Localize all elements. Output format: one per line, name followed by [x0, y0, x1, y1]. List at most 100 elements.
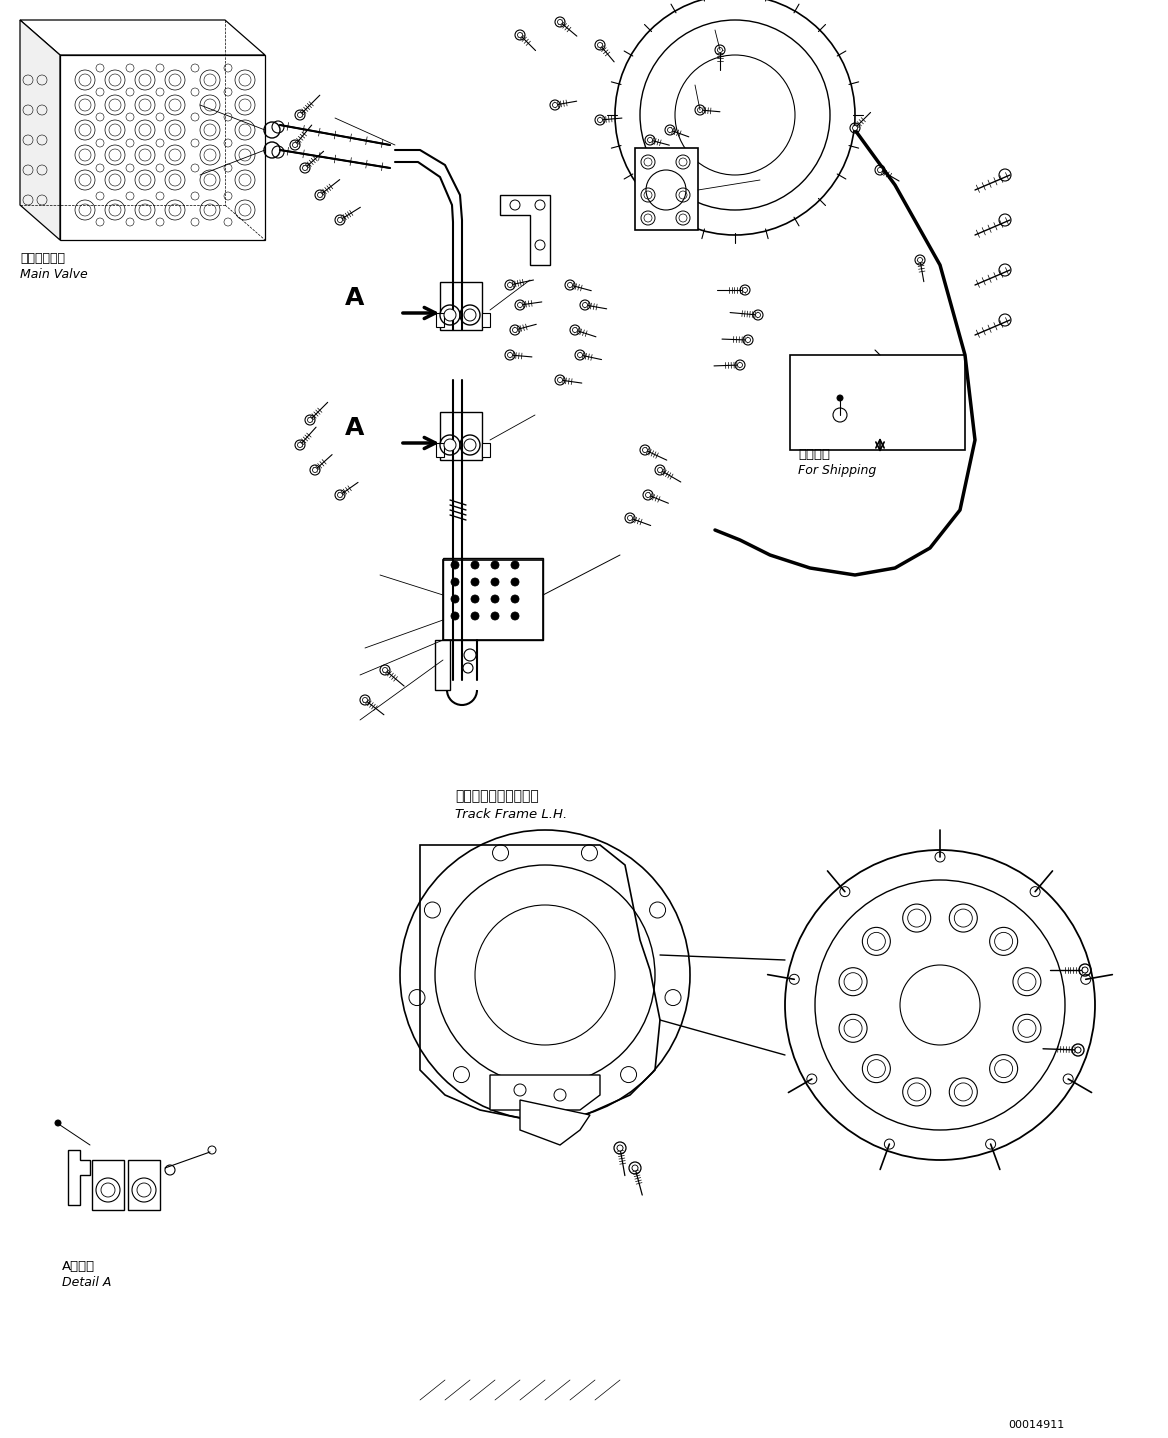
- Circle shape: [513, 328, 517, 332]
- Text: A: A: [345, 286, 364, 311]
- Circle shape: [627, 515, 633, 521]
- Text: Track Frame L.H.: Track Frame L.H.: [456, 808, 568, 821]
- Circle shape: [644, 191, 652, 198]
- Polygon shape: [420, 846, 660, 1120]
- Circle shape: [572, 328, 577, 332]
- Circle shape: [908, 909, 926, 928]
- Circle shape: [338, 492, 342, 498]
- Circle shape: [868, 932, 885, 951]
- Circle shape: [908, 1083, 926, 1102]
- Text: Main Valve: Main Valve: [20, 267, 88, 280]
- Bar: [790, 355, 965, 450]
- Polygon shape: [60, 55, 265, 240]
- Circle shape: [658, 467, 662, 473]
- Bar: [440, 282, 482, 329]
- Circle shape: [644, 158, 652, 165]
- Text: メインバルブ: メインバルブ: [20, 252, 65, 265]
- Circle shape: [491, 578, 499, 587]
- Text: Detail A: Detail A: [62, 1276, 111, 1288]
- Circle shape: [877, 167, 883, 173]
- Circle shape: [313, 467, 318, 473]
- Circle shape: [995, 932, 1013, 951]
- Text: For Shipping: For Shipping: [798, 464, 876, 477]
- Circle shape: [55, 1120, 61, 1126]
- Circle shape: [632, 1165, 638, 1171]
- Circle shape: [745, 338, 751, 342]
- Bar: [443, 559, 543, 640]
- Bar: [436, 443, 444, 457]
- Circle shape: [471, 578, 479, 587]
- Circle shape: [646, 492, 651, 498]
- Circle shape: [642, 447, 647, 453]
- Polygon shape: [491, 1076, 600, 1110]
- Text: A: A: [345, 416, 364, 440]
- Circle shape: [464, 439, 477, 452]
- Circle shape: [508, 282, 513, 288]
- Circle shape: [137, 1183, 151, 1196]
- Polygon shape: [520, 1100, 590, 1145]
- Circle shape: [451, 613, 459, 620]
- Circle shape: [298, 112, 303, 118]
- Circle shape: [444, 309, 456, 321]
- Polygon shape: [434, 640, 450, 690]
- Circle shape: [318, 193, 322, 197]
- Circle shape: [756, 312, 760, 318]
- Circle shape: [837, 395, 843, 401]
- Circle shape: [1018, 1020, 1036, 1037]
- Text: トラックフレーム　左: トラックフレーム 左: [456, 789, 538, 802]
- Circle shape: [471, 561, 479, 569]
- Circle shape: [292, 142, 298, 148]
- Circle shape: [298, 443, 303, 447]
- Circle shape: [918, 257, 923, 263]
- Text: 運損部品: 運損部品: [798, 449, 830, 462]
- Circle shape: [679, 191, 687, 198]
- Circle shape: [444, 439, 456, 452]
- Circle shape: [617, 1145, 623, 1150]
- Circle shape: [844, 972, 862, 991]
- Circle shape: [954, 909, 972, 928]
- Circle shape: [577, 352, 583, 358]
- Circle shape: [717, 47, 723, 53]
- Bar: [92, 1160, 124, 1209]
- Circle shape: [868, 1060, 885, 1077]
- Circle shape: [853, 125, 857, 131]
- Circle shape: [303, 165, 307, 171]
- Bar: [482, 313, 491, 326]
- Circle shape: [471, 613, 479, 620]
- Circle shape: [557, 20, 563, 24]
- Circle shape: [995, 1060, 1013, 1077]
- Circle shape: [557, 378, 563, 383]
- Circle shape: [508, 352, 513, 358]
- Circle shape: [644, 214, 652, 221]
- Bar: [128, 1160, 160, 1209]
- Circle shape: [382, 667, 388, 673]
- Circle shape: [362, 697, 368, 703]
- Circle shape: [512, 578, 519, 587]
- Circle shape: [737, 362, 743, 368]
- Circle shape: [451, 578, 459, 587]
- Bar: [436, 313, 444, 326]
- Polygon shape: [68, 1150, 90, 1205]
- Circle shape: [598, 118, 603, 122]
- Circle shape: [491, 613, 499, 620]
- Polygon shape: [20, 20, 265, 55]
- Circle shape: [583, 302, 588, 308]
- Circle shape: [679, 214, 687, 221]
- Circle shape: [512, 561, 519, 569]
- Polygon shape: [635, 148, 698, 230]
- Circle shape: [647, 138, 653, 142]
- Circle shape: [491, 595, 499, 603]
- Circle shape: [471, 595, 479, 603]
- Circle shape: [568, 282, 572, 288]
- Circle shape: [552, 102, 557, 108]
- Circle shape: [307, 417, 313, 423]
- Circle shape: [512, 613, 519, 620]
- Circle shape: [100, 1183, 114, 1196]
- Circle shape: [517, 302, 522, 308]
- Circle shape: [1075, 1047, 1082, 1053]
- Circle shape: [451, 561, 459, 569]
- Text: A　詳細: A 詳細: [62, 1260, 95, 1273]
- Circle shape: [451, 595, 459, 603]
- Bar: [440, 413, 482, 460]
- Circle shape: [512, 595, 519, 603]
